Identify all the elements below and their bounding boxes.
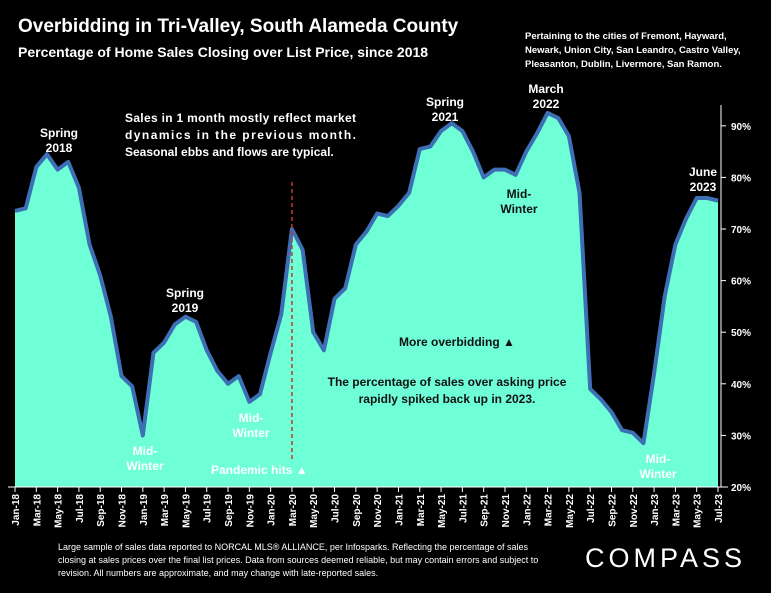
annotation-midwinter22: Mid- xyxy=(507,187,532,201)
x-tick-label: Jul-21 xyxy=(458,494,469,523)
chart-title: Overbidding in Tri-Valley, South Alameda… xyxy=(18,16,459,37)
annotation-june23: 2023 xyxy=(690,180,717,194)
x-tick-label: Mar-19 xyxy=(160,494,171,527)
x-tick-label: Mar-22 xyxy=(544,494,555,527)
annotation-spike-note: The percentage of sales over asking pric… xyxy=(328,375,567,389)
y-tick-label: 50% xyxy=(731,328,751,339)
chart-subtitle: Percentage of Home Sales Closing over Li… xyxy=(18,44,429,60)
x-tick-label: Jan-20 xyxy=(267,494,278,526)
x-tick-label: Jul-23 xyxy=(714,494,725,523)
annotation-march22: March xyxy=(528,82,563,96)
x-tick-label: Sep-22 xyxy=(607,494,618,527)
annotation-spike-note: rapidly spiked back up in 2023. xyxy=(359,392,536,406)
annotation-sales-note: Seasonal ebbs and flows are typical. xyxy=(125,145,334,159)
annotation-spring21: Spring xyxy=(426,95,464,109)
x-tick-label: Nov-22 xyxy=(629,494,640,528)
x-tick-label: Sep-18 xyxy=(96,494,107,527)
axis-layer: 20% 30% 40% 50% 60% 70% 80% 90% Jan-18 Mar-18 May-… xyxy=(8,105,751,528)
y-tick-label: 40% xyxy=(731,380,751,391)
annotation-march22: 2022 xyxy=(533,97,560,111)
x-tick-label: Mar-23 xyxy=(671,494,682,527)
x-tick-label: Jul-20 xyxy=(331,494,342,523)
x-tick-label: Jan-23 xyxy=(650,494,661,526)
y-tick-label: 20% xyxy=(731,483,751,494)
x-tick-label: Jul-19 xyxy=(203,494,214,523)
x-tick-label: May-19 xyxy=(181,494,192,528)
x-tick-label: Jan-21 xyxy=(394,494,405,526)
x-tick-label: May-22 xyxy=(565,494,576,528)
x-tick-label: Jul-18 xyxy=(75,494,86,523)
x-tick-label: May-21 xyxy=(437,494,448,528)
x-tick-label: Jul-22 xyxy=(586,494,597,523)
y-tick-label: 80% xyxy=(731,173,751,184)
annotation-sales-note: Sales in 1 month mostly reflect market xyxy=(125,111,356,125)
x-tick-label: Sep-20 xyxy=(352,494,363,527)
x-tick-label: Nov-20 xyxy=(373,494,384,528)
x-tick-label: Jan-18 xyxy=(11,494,22,526)
annotation-spring21: 2021 xyxy=(432,110,459,124)
annotation-midwinter19: Winter xyxy=(126,459,164,473)
x-tick-label: Mar-18 xyxy=(32,494,43,527)
annotation-midwinter22: Winter xyxy=(500,202,538,216)
x-tick-label: May-18 xyxy=(54,494,65,528)
x-tick-label: Nov-18 xyxy=(118,494,129,528)
x-tick-label: Jan-19 xyxy=(139,494,150,526)
x-tick-label: Sep-19 xyxy=(224,494,235,527)
area-layer xyxy=(14,110,719,488)
annotation-spring18: Spring xyxy=(40,126,78,140)
y-tick-label: 90% xyxy=(731,122,751,133)
x-tick-label: Jan-22 xyxy=(522,494,533,526)
annotation-spring19: 2019 xyxy=(172,301,199,315)
x-tick-label: May-20 xyxy=(309,494,320,528)
compass-logo: COMPASS xyxy=(585,543,747,573)
annotation-midwinter20: Mid- xyxy=(239,411,264,425)
y-tick-label: 30% xyxy=(731,431,751,442)
annotation-sales-note: dynamics in the previous month. xyxy=(125,128,356,142)
footnote: Large sample of sales data reported to N… xyxy=(58,542,539,578)
annotation-midwinter23: Mid- xyxy=(646,452,671,466)
annotation-spring18: 2018 xyxy=(46,141,73,155)
y-tick-label: 60% xyxy=(731,277,751,288)
x-tick-label: Nov-19 xyxy=(245,494,256,528)
region-note: Pertaining to the cities of Fremont, Hay… xyxy=(525,31,741,70)
area-fill xyxy=(15,112,718,488)
series-line xyxy=(14,110,719,446)
x-tick-label: Nov-21 xyxy=(501,494,512,528)
x-tick-label: Mar-20 xyxy=(288,494,299,527)
x-tick-label: Mar-21 xyxy=(416,494,427,527)
annotation-midwinter19: Mid- xyxy=(133,444,158,458)
x-tick-label: May-23 xyxy=(693,494,704,528)
annotation-midwinter20: Winter xyxy=(232,426,270,440)
y-tick-label: 70% xyxy=(731,225,751,236)
annotation-layer: Spring2018Mid-WinterSpring2019Mid-Winter… xyxy=(40,82,717,481)
annotation-overbidding: More overbidding ▲ xyxy=(399,335,515,349)
annotation-june23: June xyxy=(689,165,717,179)
annotation-spring19: Spring xyxy=(166,286,204,300)
annotation-midwinter23: Winter xyxy=(639,467,677,481)
x-tick-label: Sep-21 xyxy=(480,494,491,527)
annotation-pandemic: Pandemic hits ▲ xyxy=(211,463,308,477)
